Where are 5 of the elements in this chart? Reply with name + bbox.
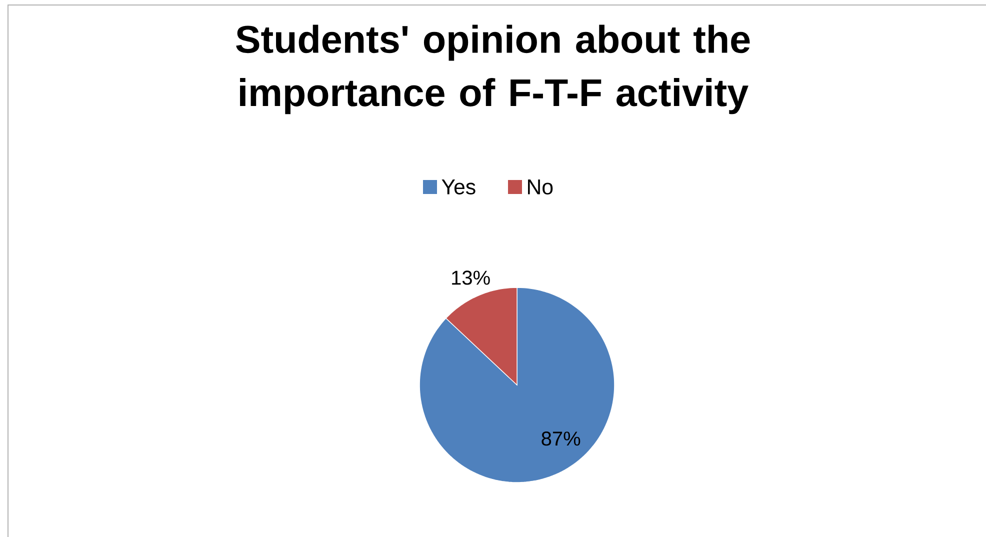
data-label: 13%	[452, 270, 490, 285]
chart-title: Students' opinion about the importance of F-T-F activity	[236, 24, 750, 114]
legend-label: No	[528, 180, 553, 194]
data-label: 87%	[542, 432, 580, 446]
legend-label: Yes	[442, 180, 476, 194]
